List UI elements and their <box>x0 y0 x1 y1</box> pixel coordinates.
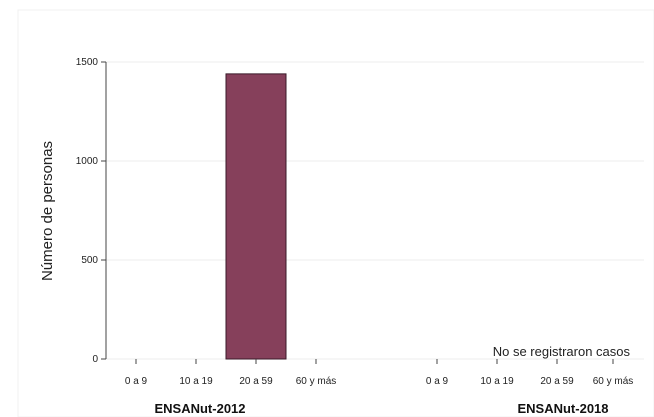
x-axis: 0 a 9 10 a 19 20 a 59 60 y más 0 a 9 10 a 19 2… <box>125 359 633 387</box>
x-tick-label: 20 a 59 <box>540 376 574 387</box>
y-tick-label: 500 <box>81 255 98 266</box>
plot-card <box>17 9 654 417</box>
bars <box>225 73 287 360</box>
bar-ensanut-2012-2 <box>225 73 287 360</box>
no-cases-annotation: No se registraron casos <box>493 344 631 359</box>
x-tick-label: 0 a 9 <box>125 376 148 387</box>
x-tick-label: 60 y más <box>593 376 634 387</box>
x-tick-label: 10 a 19 <box>179 376 213 387</box>
group-label-ensanut-2012: ENSANut-2012 <box>154 401 245 416</box>
x-tick-label: 0 a 9 <box>426 376 449 387</box>
y-axis: 0 500 1000 1500 <box>76 57 106 365</box>
y-tick-label: 0 <box>92 354 98 365</box>
x-tick-label: 10 a 19 <box>480 376 514 387</box>
y-tick-label: 1000 <box>76 156 99 167</box>
x-tick-label: 60 y más <box>296 376 337 387</box>
y-tick-label: 1500 <box>76 57 99 68</box>
y-axis-title: Número de personas <box>39 141 56 281</box>
x-tick-label: 20 a 59 <box>239 376 273 387</box>
group-label-ensanut-2018: ENSANut-2018 <box>517 401 608 416</box>
